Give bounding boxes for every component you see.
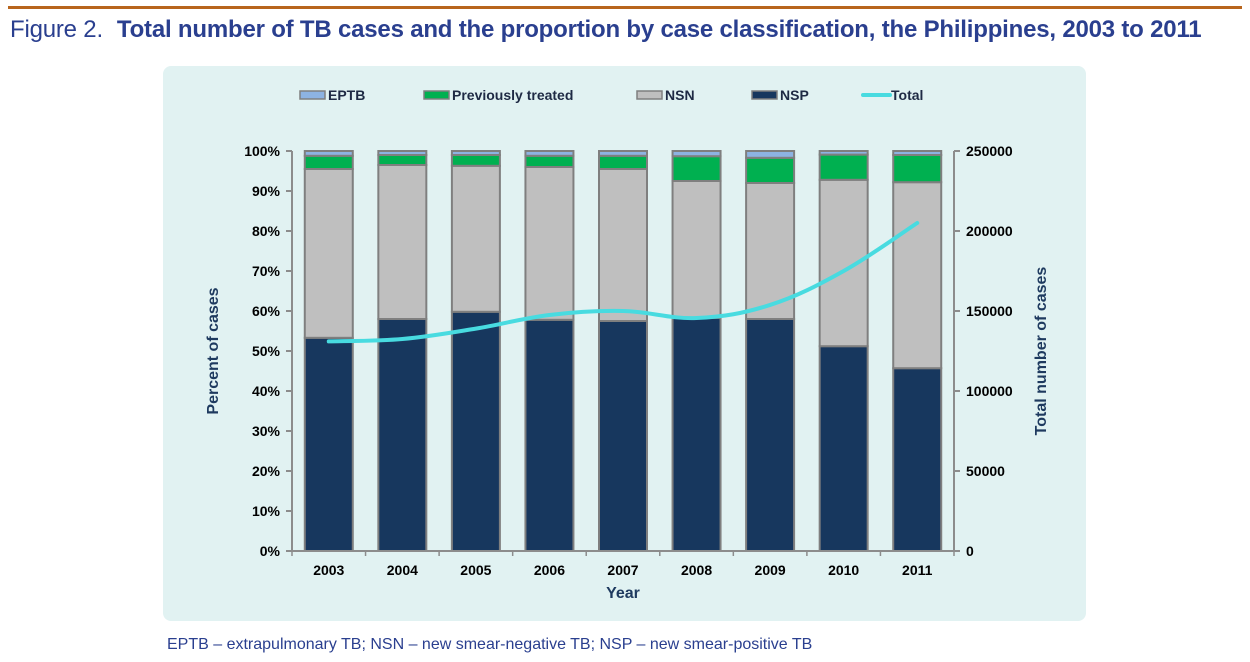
legend: EPTB Previously treated NSN NSP Total: [299, 87, 923, 103]
x-tick-label: 2004: [387, 562, 418, 578]
y-tick-label: 90%: [252, 183, 281, 199]
legend-label: NSP: [780, 87, 809, 103]
bar-nsp: [524, 318, 575, 552]
bars: [303, 150, 943, 553]
figure-title-text: Total number of TB cases and the proport…: [116, 16, 1202, 43]
bar-previously-treated: [818, 153, 869, 181]
bar-previously-treated: [303, 154, 354, 171]
legend-label: Total: [891, 87, 923, 103]
bar-eptb: [818, 150, 869, 156]
bar-nsn: [524, 166, 575, 321]
bar-eptb: [892, 150, 943, 156]
bar-eptb: [450, 150, 501, 156]
footnote: EPTB – extrapulmonary TB; NSN – new smea…: [167, 636, 813, 653]
legend-label: EPTB: [328, 87, 365, 103]
bar-previously-treated: [671, 155, 722, 182]
bar-nsp: [745, 318, 796, 552]
x-tick-label: 2011: [902, 562, 933, 578]
figure-label: Figure 2.: [10, 16, 103, 43]
y2-tick-label: 50000: [966, 463, 1005, 479]
x-tick-label: 2003: [313, 562, 344, 578]
bar-nsp: [892, 367, 943, 553]
bar-previously-treated: [892, 154, 943, 184]
legend-swatch: [423, 90, 450, 100]
bar-previously-treated: [450, 154, 501, 167]
top-rule: [8, 6, 1242, 9]
bar-eptb: [745, 150, 796, 159]
y2-axis-title: Total number of cases: [1033, 267, 1050, 436]
bar-stack-2008: [671, 150, 722, 552]
bar-stack-2010: [818, 150, 869, 553]
y-tick-label: 80%: [252, 223, 281, 239]
bar-stack-2004: [377, 150, 428, 552]
legend-label: Previously treated: [452, 87, 573, 103]
bar-nsp: [598, 320, 648, 552]
x-tick-label: 2005: [460, 562, 491, 578]
bar-eptb: [303, 150, 354, 157]
bar-nsp: [450, 310, 501, 552]
legend-swatch: [636, 90, 663, 100]
y-axis-title: Percent of cases: [205, 287, 222, 414]
y2-tick-label: 200000: [966, 223, 1013, 239]
axes: 0% 10% 20% 30% 40% 50% 60% 70% 80% 90% 100% 2003 200…: [244, 143, 1013, 578]
bar-nsp: [377, 318, 428, 552]
y-tick-label: 50%: [252, 343, 281, 359]
legend-swatch: [299, 90, 326, 100]
bar-nsn: [892, 181, 943, 370]
figure-title: Figure 2. Total number of TB cases and th…: [10, 16, 1202, 44]
legend-item-total: Total: [861, 87, 923, 103]
y-tick-label: 40%: [252, 383, 281, 399]
x-tick-label: 2007: [607, 562, 638, 578]
bar-stack-2005: [450, 150, 501, 552]
total-line-group: [326, 221, 920, 344]
x-axis-title: Year: [606, 585, 640, 602]
legend-item-eptb: EPTB: [299, 87, 365, 103]
legend-label: NSN: [665, 87, 695, 103]
x-tick-label: 2009: [755, 562, 786, 578]
y-tick-label: 30%: [252, 423, 281, 439]
y2-tick-label: 250000: [966, 143, 1013, 159]
bar-stack-2006: [524, 150, 575, 552]
y2-tick-label: 100000: [966, 383, 1013, 399]
y-tick-label: 0%: [260, 543, 281, 559]
legend-swatch: [751, 90, 778, 100]
legend-item-nsn: NSN: [636, 87, 695, 103]
y-tick-label: 70%: [252, 263, 281, 279]
bar-nsp: [818, 345, 869, 553]
y-tick-label: 10%: [252, 503, 281, 519]
bar-previously-treated: [598, 154, 648, 171]
bar-eptb: [524, 150, 575, 157]
y2-tick-label: 0: [966, 543, 974, 559]
bar-nsp: [671, 316, 722, 552]
x-tick-label: 2010: [828, 562, 859, 578]
x-tick-label: 2006: [534, 562, 565, 578]
bar-nsn: [450, 164, 501, 313]
bar-previously-treated: [377, 154, 428, 166]
x-tick-label: 2008: [681, 562, 712, 578]
bar-nsn: [598, 168, 648, 322]
y-tick-label: 60%: [252, 303, 281, 319]
y-tick-label: 20%: [252, 463, 281, 479]
legend-item-previously-treated: Previously treated: [423, 87, 573, 103]
bar-eptb: [671, 150, 722, 158]
y-tick-label: 100%: [244, 143, 280, 159]
bar-stack-2007: [598, 150, 648, 552]
bar-stack-2011: [892, 150, 943, 553]
bar-stack-2003: [303, 150, 354, 552]
bar-stack-2009: [745, 150, 796, 552]
bar-eptb: [598, 150, 648, 157]
bar-nsn: [745, 182, 796, 320]
bar-nsn: [303, 168, 354, 339]
bar-eptb: [377, 150, 428, 156]
legend-item-nsp: NSP: [751, 87, 809, 103]
bar-nsn: [818, 178, 869, 348]
bar-previously-treated: [524, 154, 575, 169]
bar-nsn: [377, 164, 428, 320]
bar-previously-treated: [745, 156, 796, 185]
y2-tick-label: 150000: [966, 303, 1013, 319]
bar-nsn: [671, 180, 722, 319]
bar-nsp: [303, 336, 354, 552]
